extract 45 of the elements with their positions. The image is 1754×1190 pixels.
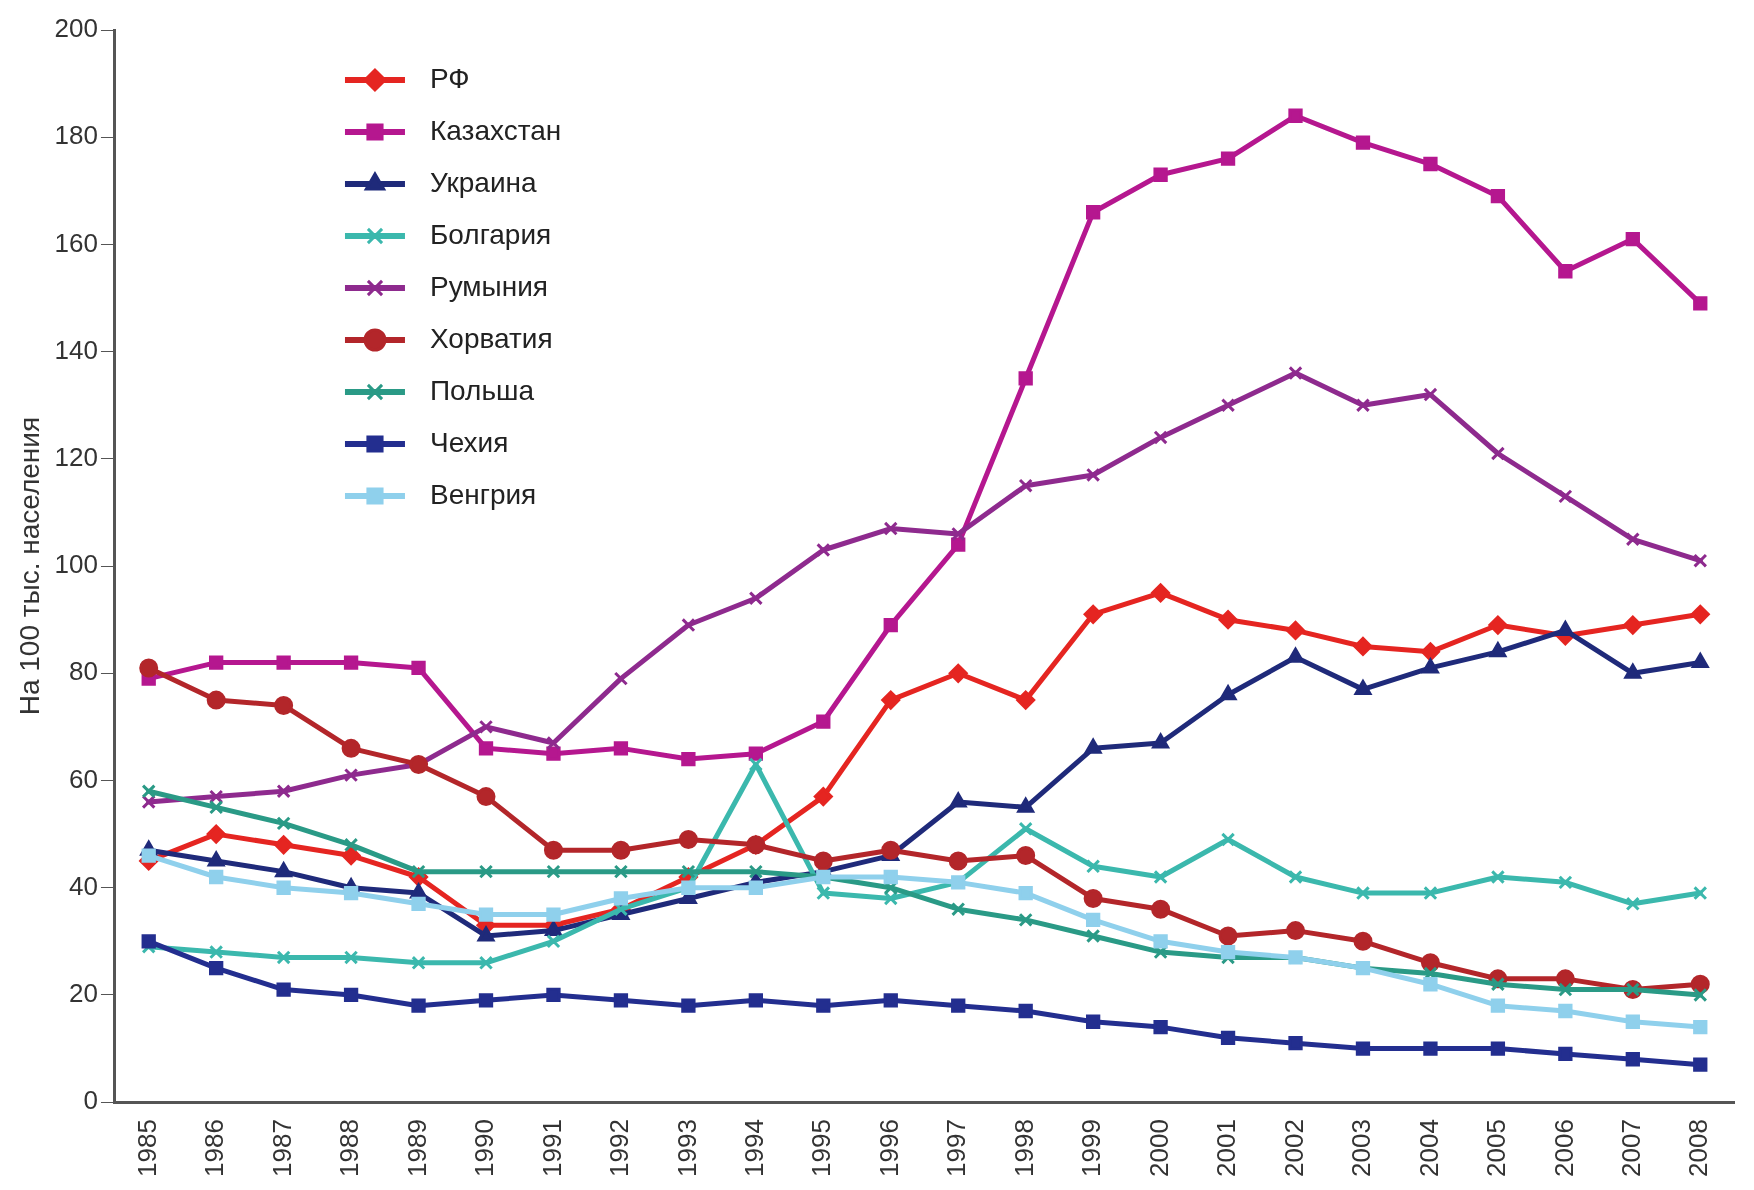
legend-label: Венгрия — [429, 478, 537, 510]
y-axis-title: На 100 тыс. населения — [13, 416, 45, 716]
legend-label: Чехия — [429, 426, 509, 458]
x-tick-label: 1991 — [536, 1119, 567, 1177]
x-tick-label: 2005 — [1481, 1119, 1512, 1177]
x-tick-label: 1995 — [806, 1119, 837, 1177]
x-tick-label: 2002 — [1278, 1119, 1309, 1177]
legend-label: РФ — [429, 62, 470, 94]
legend-label: Болгария — [429, 218, 552, 250]
x-tick-label: 1997 — [941, 1119, 972, 1177]
x-tick-label: 1986 — [199, 1119, 230, 1177]
x-tick-label: 1999 — [1076, 1119, 1107, 1177]
x-tick-label: 1992 — [604, 1119, 635, 1177]
y-tick-label: 200 — [54, 13, 98, 44]
x-tick-label: 1985 — [131, 1119, 162, 1177]
y-tick-label: 100 — [54, 549, 98, 580]
x-tick-label: 2003 — [1346, 1119, 1377, 1177]
legend-label: Румыния — [429, 270, 548, 302]
legend-label: Польша — [429, 374, 535, 406]
y-tick-label: 120 — [54, 442, 98, 473]
y-tick-label: 60 — [69, 763, 98, 794]
y-tick-label: 180 — [54, 120, 98, 151]
x-tick-label: 1998 — [1008, 1119, 1039, 1177]
legend-label: Казахстан — [429, 114, 562, 146]
y-tick-label: 80 — [69, 656, 98, 687]
y-tick-label: 20 — [69, 978, 98, 1009]
x-tick-label: 1988 — [334, 1119, 365, 1177]
x-tick-label: 1993 — [671, 1119, 702, 1177]
x-tick-label: 2007 — [1615, 1119, 1646, 1177]
x-tick-label: 2004 — [1413, 1119, 1444, 1177]
y-tick-label: 0 — [83, 1085, 98, 1116]
x-tick-label: 1989 — [401, 1119, 432, 1177]
x-tick-label: 2008 — [1683, 1119, 1714, 1177]
x-tick-label: 1996 — [873, 1119, 904, 1177]
legend-label: Хорватия — [429, 322, 553, 354]
y-tick-label: 40 — [69, 870, 98, 901]
x-tick-label: 1987 — [266, 1119, 297, 1177]
x-tick-label: 1994 — [739, 1119, 770, 1177]
y-tick-label: 160 — [54, 227, 98, 258]
x-tick-label: 2006 — [1548, 1119, 1579, 1177]
y-tick-label: 140 — [54, 334, 98, 365]
x-tick-label: 2000 — [1143, 1119, 1174, 1177]
legend-label: Украина — [429, 166, 538, 198]
x-tick-label: 1990 — [469, 1119, 500, 1177]
x-tick-label: 2001 — [1211, 1119, 1242, 1177]
